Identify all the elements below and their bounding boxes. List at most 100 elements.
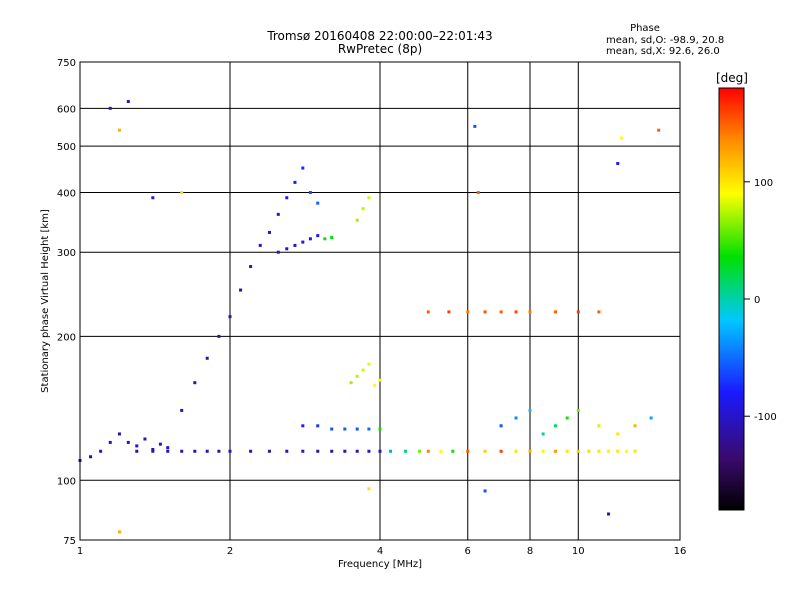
data-points (78, 100, 661, 534)
data-point (483, 489, 487, 493)
data-point (367, 427, 371, 431)
chart-title: Tromsø 20160408 22:00:00–22:01:43 (266, 29, 492, 43)
data-point (151, 447, 155, 451)
data-point (228, 315, 232, 319)
data-point (607, 449, 611, 453)
data-point (514, 310, 518, 314)
data-point (166, 446, 170, 450)
x-axis-label: Frequency [MHz] (338, 559, 422, 570)
data-point (619, 136, 623, 140)
data-point (625, 449, 629, 453)
data-point (576, 408, 580, 412)
data-point (528, 408, 532, 412)
data-point (373, 383, 377, 387)
data-point (166, 449, 170, 453)
data-point (151, 449, 155, 453)
data-point (378, 449, 382, 453)
data-point (607, 512, 611, 516)
x-tick-labels: 1 2 4 6 8 10 16 (77, 546, 687, 557)
data-point (476, 190, 480, 194)
chart-subtitle: RwPretec (8p) (338, 42, 422, 56)
colorbar-ticks: 100 0 -100 (744, 178, 777, 423)
data-point (217, 334, 221, 338)
data-point (117, 530, 121, 534)
data-point (466, 449, 470, 453)
data-point (616, 161, 620, 165)
data-point (151, 196, 155, 200)
data-point (205, 356, 209, 360)
data-point (447, 310, 451, 314)
data-point (367, 449, 371, 453)
data-point (597, 449, 601, 453)
data-point (239, 288, 243, 292)
data-point (597, 424, 601, 428)
y-axis-label: Stationary phase Virtual Height [km] (40, 209, 51, 393)
data-point (249, 265, 253, 269)
data-point (285, 449, 289, 453)
stats-line-x: mean, sd,X: 92.6, 26.0 (606, 46, 720, 57)
data-point (473, 124, 477, 128)
data-point (285, 247, 289, 251)
data-point (330, 236, 334, 240)
data-point (349, 381, 353, 385)
data-point (117, 128, 121, 132)
data-point (316, 449, 320, 453)
data-point (193, 381, 197, 385)
data-point (439, 449, 443, 453)
colorbar (718, 87, 745, 511)
data-point (553, 449, 557, 453)
data-point (361, 368, 365, 372)
colorbar-tick-label: -100 (754, 412, 777, 423)
data-point (451, 449, 455, 453)
data-point (616, 449, 620, 453)
data-point (180, 190, 184, 194)
data-point (528, 310, 532, 314)
data-point (228, 449, 232, 453)
data-point (355, 374, 359, 378)
data-point (308, 237, 312, 241)
data-point (267, 449, 271, 453)
data-point (483, 310, 487, 314)
y-tick-label: 750 (57, 58, 76, 69)
data-point (541, 449, 545, 453)
data-point (343, 449, 347, 453)
data-point (193, 449, 197, 453)
data-point (417, 449, 421, 453)
data-point (426, 449, 430, 453)
data-point (553, 310, 557, 314)
colorbar-tick-label: 0 (754, 295, 760, 306)
data-point (276, 212, 280, 216)
data-point (565, 416, 569, 420)
data-point (355, 449, 359, 453)
data-point (378, 378, 382, 382)
data-point (301, 240, 305, 244)
data-point (89, 455, 93, 459)
x-tick-label: 16 (674, 546, 687, 557)
grid-lines (80, 62, 680, 540)
data-point (576, 310, 580, 314)
data-point (367, 487, 371, 491)
stats-line-o: mean, sd,O: -98.9, 20.8 (606, 35, 724, 46)
x-tick-label: 1 (77, 546, 83, 557)
data-point (466, 310, 470, 314)
data-point (308, 190, 312, 194)
data-point (117, 432, 121, 436)
data-point (657, 128, 661, 132)
data-point (553, 424, 557, 428)
data-point (316, 424, 320, 428)
data-point (135, 449, 139, 453)
data-point (528, 449, 532, 453)
data-point (330, 449, 334, 453)
data-point (217, 449, 221, 453)
colorbar-tick-label: 100 (754, 178, 773, 189)
data-point (108, 106, 112, 110)
data-point (426, 310, 430, 314)
data-point (403, 449, 407, 453)
data-point (180, 449, 184, 453)
data-point (108, 440, 112, 444)
data-point (343, 427, 347, 431)
data-point (367, 196, 371, 200)
data-point (483, 449, 487, 453)
data-point (293, 243, 297, 247)
data-point (355, 218, 359, 222)
